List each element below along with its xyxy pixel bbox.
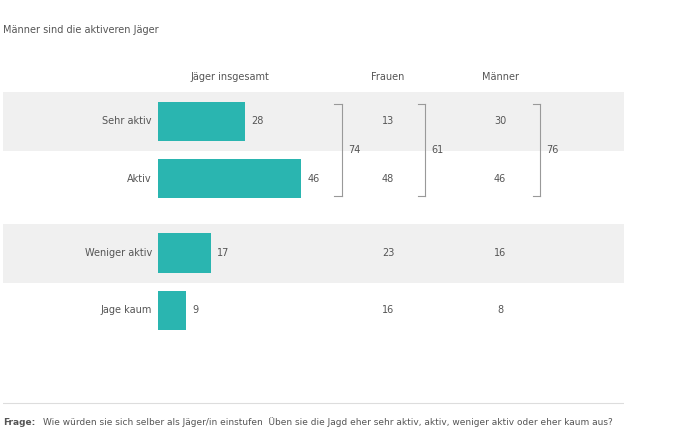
- FancyBboxPatch shape: [3, 92, 625, 151]
- Text: Wie würden sie sich selber als Jäger/in einstufen  Üben sie die Jagd eher sehr a: Wie würden sie sich selber als Jäger/in …: [43, 417, 613, 427]
- Text: 16: 16: [494, 248, 506, 258]
- Text: 9: 9: [192, 305, 198, 316]
- FancyBboxPatch shape: [158, 101, 245, 141]
- Text: Jage kaum: Jage kaum: [101, 305, 152, 316]
- FancyBboxPatch shape: [158, 291, 186, 330]
- Text: 13: 13: [382, 117, 394, 126]
- FancyBboxPatch shape: [3, 223, 625, 283]
- Text: Männer: Männer: [482, 73, 518, 82]
- Text: 8: 8: [497, 305, 503, 316]
- Text: Frage:: Frage:: [3, 418, 35, 427]
- Text: 76: 76: [547, 145, 559, 155]
- FancyBboxPatch shape: [158, 159, 301, 198]
- Text: Sehr aktiv: Sehr aktiv: [103, 117, 152, 126]
- Text: Jäger insgesamt: Jäger insgesamt: [190, 73, 269, 82]
- Text: Frauen: Frauen: [371, 73, 405, 82]
- Text: 30: 30: [494, 117, 506, 126]
- Text: 23: 23: [382, 248, 394, 258]
- Text: 16: 16: [382, 305, 394, 316]
- Text: Weniger aktiv: Weniger aktiv: [85, 248, 152, 258]
- Text: 61: 61: [432, 145, 444, 155]
- Text: 48: 48: [382, 174, 394, 183]
- Text: 46: 46: [307, 174, 320, 183]
- Text: 28: 28: [251, 117, 264, 126]
- Text: 17: 17: [217, 248, 230, 258]
- FancyBboxPatch shape: [158, 234, 211, 273]
- Text: Aktiv: Aktiv: [127, 174, 152, 183]
- Text: Männer sind die aktiveren Jäger: Männer sind die aktiveren Jäger: [3, 25, 158, 35]
- Text: 74: 74: [348, 145, 360, 155]
- Text: 46: 46: [494, 174, 506, 183]
